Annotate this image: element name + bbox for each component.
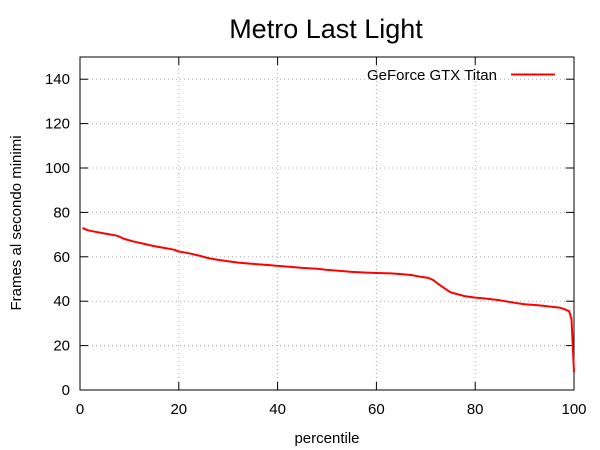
grid	[80, 57, 574, 390]
tick-labels: 0 20 40 60 80 100 120 140 0 20 40 60 80 100	[45, 71, 587, 418]
x-axis-label: percentile	[294, 430, 359, 447]
x-tick-label: 0	[76, 401, 84, 418]
y-tick-label: 0	[62, 382, 70, 399]
series-layer	[82, 226, 575, 373]
legend: GeForce GTX Titan	[367, 67, 555, 84]
y-tick-label: 80	[53, 204, 70, 221]
x-tick-label: 20	[170, 401, 187, 418]
y-tick-label: 20	[53, 338, 70, 355]
chart-title: Metro Last Light	[229, 14, 423, 44]
x-tick-label: 60	[368, 401, 385, 418]
x-tick-label: 40	[269, 401, 286, 418]
x-tick-label: 80	[467, 401, 484, 418]
plot-border	[79, 56, 575, 391]
y-tick-label: 40	[53, 293, 70, 310]
y-tick-label: 100	[45, 160, 70, 177]
x-tick-label: 100	[561, 401, 586, 418]
legend-label: GeForce GTX Titan	[367, 67, 497, 84]
y-tick-label: 120	[45, 116, 70, 133]
y-axis-label: Frames al secondo minimi	[8, 135, 25, 310]
axis-ticks	[79, 57, 575, 391]
y-tick-label: 60	[53, 249, 70, 266]
series-line	[82, 226, 575, 373]
y-tick-label: 140	[45, 71, 70, 88]
